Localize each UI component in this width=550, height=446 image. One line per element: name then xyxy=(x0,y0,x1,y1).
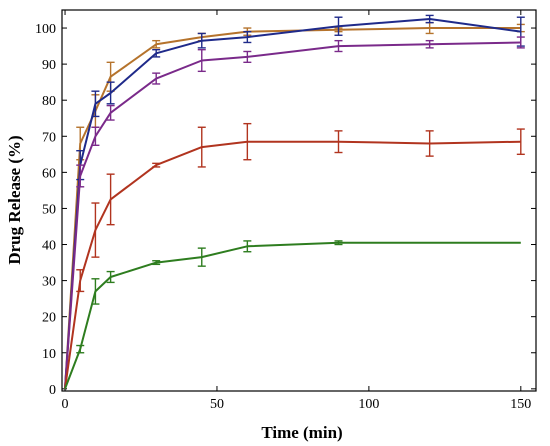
x-tick-label: 100 xyxy=(358,397,379,412)
y-tick-label: 20 xyxy=(42,311,56,326)
y-tick-label: 50 xyxy=(42,202,56,217)
y-tick-label: 0 xyxy=(49,383,56,398)
y-tick-label: 80 xyxy=(42,94,56,109)
y-tick-label: 90 xyxy=(42,58,56,73)
plot-frame xyxy=(61,9,537,392)
series-3 xyxy=(64,36,525,389)
series-5 xyxy=(64,240,521,390)
x-axis-label: Time (min) xyxy=(261,423,342,442)
ticks-layer: 0 10 20 30 40 50 60 70 80 90 100 0 50 100 150 xyxy=(35,10,536,412)
series-line xyxy=(64,18,521,389)
y-tick-label: 30 xyxy=(42,275,56,290)
series-4 xyxy=(64,122,525,389)
series-line xyxy=(64,27,521,389)
series-layer xyxy=(64,14,525,390)
series-line xyxy=(64,140,521,389)
series-2 xyxy=(64,14,525,389)
x-tick-label: 0 xyxy=(62,397,69,412)
series-1 xyxy=(64,21,525,389)
x-tick-label: 150 xyxy=(510,397,531,412)
y-tick-label: 70 xyxy=(42,130,56,145)
series-line xyxy=(64,241,521,390)
series-line xyxy=(64,41,521,389)
y-tick-label: 40 xyxy=(42,239,56,254)
y-tick-label: 100 xyxy=(35,22,56,37)
y-tick-label: 60 xyxy=(42,166,56,181)
y-tick-label: 10 xyxy=(42,347,56,362)
y-axis-label: Drug Release (%) xyxy=(5,135,24,264)
x-tick-label: 50 xyxy=(210,397,224,412)
